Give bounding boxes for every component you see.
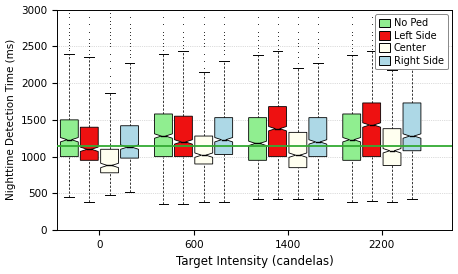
- Polygon shape: [268, 107, 287, 157]
- Legend: No Ped, Left Side, Center, Right Side: No Ped, Left Side, Center, Right Side: [375, 15, 447, 70]
- Y-axis label: Nighttime Detection Time (ms): Nighttime Detection Time (ms): [5, 39, 16, 201]
- Polygon shape: [403, 103, 421, 151]
- Polygon shape: [101, 149, 119, 173]
- Polygon shape: [363, 103, 381, 157]
- Polygon shape: [215, 118, 233, 155]
- Polygon shape: [309, 118, 327, 157]
- Polygon shape: [195, 136, 213, 164]
- Polygon shape: [120, 126, 138, 158]
- Polygon shape: [383, 129, 401, 165]
- Polygon shape: [174, 116, 192, 157]
- Polygon shape: [289, 132, 307, 168]
- Polygon shape: [60, 120, 78, 157]
- X-axis label: Target Intensity (candelas): Target Intensity (candelas): [176, 255, 333, 269]
- Polygon shape: [80, 127, 98, 160]
- Polygon shape: [249, 118, 267, 160]
- Polygon shape: [154, 114, 172, 157]
- Polygon shape: [343, 114, 360, 160]
